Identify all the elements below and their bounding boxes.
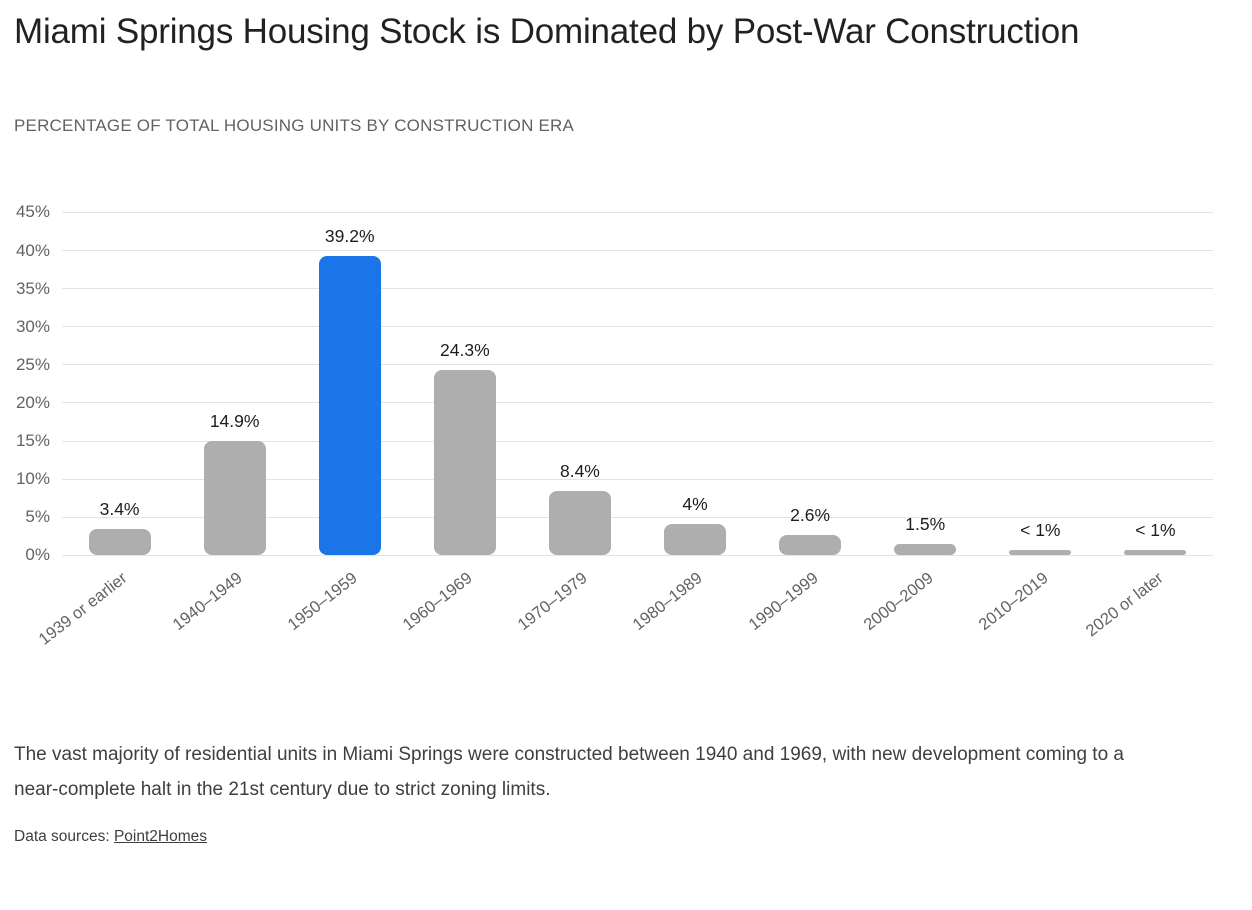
bar	[664, 524, 727, 555]
bar-group: 1.5%	[868, 212, 983, 555]
bar	[1009, 550, 1072, 555]
bar-value-label: < 1%	[1020, 520, 1061, 541]
source-link[interactable]: Point2Homes	[113, 827, 207, 845]
bar-group: < 1%	[983, 212, 1098, 555]
x-axis-slot: 2010–2019	[975, 555, 1098, 695]
bar-group: 8.4%	[522, 212, 637, 555]
bar-value-label: 4%	[682, 494, 708, 515]
bar-chart: 45% 40% 35% 30% 25% 20% 15% 10% 5% 0% 3.4% 14.9% 39…	[16, 202, 1213, 695]
x-axis-slot: 1939 or earlier	[36, 555, 177, 695]
gridline: 45%	[16, 202, 1213, 221]
x-axis-slot: 2020 or later	[1082, 555, 1213, 695]
x-axis-tick-label: 1939 or earlier	[35, 568, 131, 649]
y-axis-tick-label: 45%	[15, 202, 50, 222]
gridline: 40%	[16, 241, 1213, 260]
gridline: 5%	[25, 507, 1213, 526]
x-axis: 1939 or earlier 1940–1949 1950–1959 1960–19…	[36, 555, 1213, 695]
y-axis-tick-label: 10%	[15, 469, 50, 489]
bar-group: 14.9%	[177, 212, 292, 555]
bar-value-label: 2.6%	[790, 505, 831, 526]
x-axis-tick-label: 1940–1949	[169, 568, 246, 634]
x-axis-slot: 1940–1949	[170, 555, 292, 695]
bar-value-label: 39.2%	[324, 226, 375, 247]
gridline: 20%	[16, 393, 1213, 412]
gridline: 35%	[16, 279, 1213, 298]
bar-value-label: 3.4%	[99, 499, 140, 520]
y-axis-tick-label: 0%	[25, 545, 50, 565]
gridline: 30%	[16, 317, 1213, 336]
bar	[433, 369, 496, 555]
x-axis-slot: 1950–1959	[285, 555, 407, 695]
y-axis-tick-label: 35%	[15, 278, 50, 298]
chart-subtitle: PERCENTAGE OF TOTAL HOUSING UNITS BY CON…	[14, 115, 575, 135]
x-axis-slot: 1990–1999	[745, 555, 868, 695]
plot-area: 45% 40% 35% 30% 25% 20% 15% 10% 5% 0% 3.4% 14.9% 39…	[16, 202, 1213, 564]
bar	[88, 529, 151, 555]
gridline: 25%	[16, 355, 1213, 374]
bar-group: 39.2%	[292, 212, 407, 555]
data-sources: Data sources: Point2Homes	[14, 828, 1238, 846]
bar	[548, 490, 611, 555]
x-axis-tick-label: 1980–1989	[629, 568, 707, 634]
chart-caption: The vast majority of residential units i…	[14, 743, 1124, 800]
x-axis-tick-label: 1970–1979	[514, 568, 592, 634]
bars-layer: 3.4% 14.9% 39.2% 24.3% 8.4% 4% 2.6% 1.5% < 1% < 1…	[62, 212, 1213, 555]
y-axis-tick-label: 30%	[15, 316, 50, 336]
bar	[779, 535, 842, 555]
bar-group: 2.6%	[753, 212, 868, 555]
page: Miami Springs Housing Stock is Dominated…	[14, 12, 1238, 846]
bar-highlighted	[318, 256, 381, 555]
x-axis-tick-label: 2010–2019	[975, 568, 1052, 634]
bar-value-label: 8.4%	[559, 460, 600, 481]
y-axis-tick-label: 40%	[15, 240, 50, 260]
bar-value-label: 1.5%	[905, 513, 946, 534]
gridline: 0%	[25, 545, 1213, 564]
bar-value-label: < 1%	[1135, 520, 1176, 541]
data-sources-label: Data sources:	[14, 827, 110, 845]
x-axis-tick-label: 1950–1959	[284, 568, 361, 634]
bar	[203, 441, 266, 555]
bar-group: 3.4%	[62, 212, 177, 555]
bar-group: 24.3%	[407, 212, 522, 555]
x-axis-tick-label: 1960–1969	[399, 568, 476, 634]
gridline: 15%	[16, 431, 1213, 450]
x-axis-tick-label: 1990–1999	[745, 568, 822, 634]
x-axis-tick-label: 2000–2009	[860, 568, 937, 634]
y-axis-tick-label: 25%	[15, 354, 50, 374]
gridline: 10%	[16, 469, 1213, 488]
bar	[894, 543, 957, 555]
bar-value-label: 14.9%	[209, 411, 260, 432]
y-axis-tick-label: 5%	[25, 507, 50, 527]
page-title: Miami Springs Housing Stock is Dominated…	[14, 12, 1080, 51]
x-axis-slot: 2000–2009	[860, 555, 983, 695]
x-axis-slot: 1960–1969	[400, 555, 522, 695]
bar	[1124, 550, 1187, 555]
y-axis-tick-label: 20%	[15, 392, 50, 412]
bar-group: < 1%	[1098, 212, 1213, 555]
y-axis-tick-label: 15%	[15, 431, 50, 451]
bar-group: 4%	[637, 212, 752, 555]
x-axis-slot: 1980–1989	[630, 555, 752, 695]
x-axis-slot: 1970–1979	[515, 555, 637, 695]
bar-value-label: 24.3%	[440, 339, 490, 360]
